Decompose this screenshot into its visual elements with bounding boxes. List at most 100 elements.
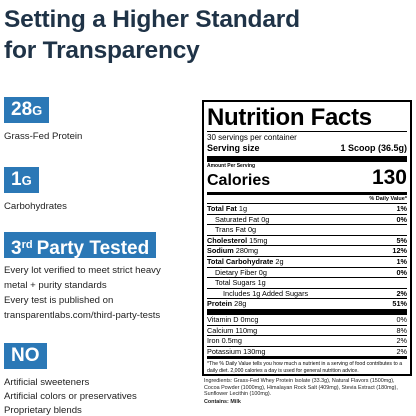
vitamin: Iron 0.5mg — [207, 336, 242, 346]
nutrient: Sodium 280mg — [207, 246, 258, 256]
vitamin-row: Potassium 130mg 2% — [207, 345, 407, 357]
dv-header: % Daily Value* — [207, 192, 407, 203]
nutrient-amount: 0g — [258, 267, 267, 277]
nutrient-row: Dietary Fiber 0g 0% — [207, 266, 407, 278]
badge-text: G — [21, 173, 32, 188]
ingredients: Ingredients: Grass-Fed Whey Protein Isol… — [204, 378, 398, 398]
nutrient-row: Sodium 280mg 12% — [207, 245, 407, 256]
nutrient-row: Total Fat 1g 1% — [207, 203, 407, 214]
serving-size: 1 Scoop (36.5g) — [340, 143, 407, 153]
vitamin: Potassium 130mg — [207, 347, 265, 357]
caption: transparentlabs.com/third-party-tests — [4, 310, 161, 321]
nutrient-amount: 15mg — [249, 235, 268, 245]
nutrient-dv: 2% — [396, 288, 407, 298]
title-line: for Transparency — [4, 37, 200, 64]
title-line: Setting a Higher Standard — [4, 6, 300, 33]
nutrient-amount: 1g — [257, 278, 266, 288]
nutrient-amount: 0g — [261, 214, 270, 224]
nutrient-row: Saturated Fat 0g 0% — [207, 213, 407, 225]
nutrient-row: Total Carbohydrate 2g 1% — [207, 255, 407, 267]
vitamin-amount: 0mcg — [240, 314, 259, 324]
badge-text: 28 — [11, 99, 33, 120]
caption: Proprietary blends — [4, 405, 82, 416]
vitamins: Vitamin D 0mcg 0% Calcium 110mg 8% Iron 0.5m… — [207, 308, 407, 357]
nutrients: Total Fat 1g 1% Saturated Fat 0g 0% Trans Fa… — [207, 203, 407, 309]
badge: 3rd Party Tested — [4, 232, 157, 259]
nutrient-dv: 0% — [396, 214, 407, 224]
nutrient-dv: 5% — [396, 235, 407, 245]
nutrient-amount: 2g — [275, 256, 284, 266]
nutrient: Total Fat 1g — [207, 204, 247, 214]
vitamin: Vitamin D 0mcg — [207, 315, 258, 325]
nutrient: Dietary Fiber 0g — [207, 268, 267, 278]
nutrient-dv: 12% — [392, 246, 407, 256]
badge-text: Party Tested — [36, 238, 150, 259]
nutrient-row: Trans Fat 0g — [207, 224, 407, 235]
caption: metal + purity standards — [4, 280, 107, 291]
nutrient-amount: 28g — [234, 299, 247, 309]
calories-label: Calories — [207, 172, 271, 189]
caption: Every test is published on — [4, 295, 114, 306]
caption: Artificial colors or preservatives — [4, 391, 137, 402]
nutrient: Total Sugars 1g — [207, 278, 266, 288]
ingredients-block: Ingredients: Grass-Fed Whey Protein Isol… — [204, 378, 408, 405]
nutrient-amount: 280mg — [235, 246, 259, 256]
vitamin-row: Vitamin D 0mcg 0% — [207, 315, 407, 325]
caption: Grass-Fed Protein — [4, 131, 83, 142]
vitamin-name: Calcium — [207, 325, 234, 335]
caption: Carbohydrates — [4, 201, 67, 212]
caption: Artificial sweeteners — [4, 377, 90, 388]
nutrient-row: Total Sugars 1g — [207, 277, 407, 288]
vitamin-dv: 0% — [396, 314, 407, 324]
vitamin-amount: 0.5mg — [221, 336, 242, 346]
vitamin-dv: 2% — [396, 346, 407, 356]
title: Setting a Higher Standard for Transparenc… — [4, 4, 300, 66]
calories-row: Calories 130 — [207, 166, 407, 190]
calories: 130 — [371, 166, 407, 189]
nutrient-dv: 1% — [396, 256, 407, 266]
serving-size-row: Serving size 1 Scoop (36.5g) — [207, 143, 407, 154]
servings: 30 servings per container — [207, 131, 407, 143]
nutrient: Protein 28g — [207, 299, 246, 309]
badge-text: NO — [11, 345, 40, 366]
vitamin-row: Calcium 110mg 8% — [207, 324, 407, 336]
nutrient-name: Dietary Fiber — [215, 267, 257, 277]
vitamin-amount: 110mg — [235, 325, 258, 335]
nutrient-name: Sodium — [207, 246, 234, 256]
footnote: *The % Daily Value tells you how much a … — [207, 356, 407, 374]
nutrient-dv: 51% — [392, 299, 407, 309]
nutrient-name: Total Sugars — [215, 278, 256, 288]
nutrient-row: Protein 28g 51% — [207, 298, 407, 309]
vitamin-amount: 130mg — [243, 346, 266, 356]
badge-text: 3 — [11, 238, 22, 259]
nutrient-name: Total Fat — [207, 204, 237, 213]
amount-per-serving: Amount Per Serving — [207, 156, 407, 170]
badge: 28G — [4, 97, 50, 123]
nutrient-row: Includes 1g Added Sugars 2% — [207, 287, 407, 299]
label-title: Nutrition Facts — [207, 104, 372, 131]
vitamin-name: Vitamin D — [207, 314, 239, 324]
badge-text: G — [32, 103, 43, 118]
vitamin-row: Iron 0.5mg 2% — [207, 335, 407, 346]
badge-text: rd — [21, 239, 33, 251]
nutrient-row: Cholesterol 15mg 5% — [207, 234, 407, 246]
nutrient-amount: 0g — [247, 225, 257, 235]
nutrient-amount: 1g — [238, 204, 248, 213]
vitamin: Calcium 110mg — [207, 326, 257, 336]
nutrient-name: Saturated Fat — [215, 214, 260, 224]
nutrient-name: Total Carbohydrate — [207, 256, 274, 266]
caption: Every lot verified to meet strict heavy — [4, 265, 161, 276]
nutrient: Saturated Fat 0g — [207, 215, 269, 225]
badge-text: 1 — [11, 169, 22, 190]
nutrient: Trans Fat 0g — [207, 225, 256, 235]
vitamin-dv: 8% — [396, 325, 407, 335]
nutrient-name: Trans Fat — [215, 225, 246, 235]
contains: Contains: Milk — [204, 398, 241, 405]
nutrient-dv: 0% — [396, 267, 407, 277]
vitamin-name: Iron — [207, 336, 220, 346]
nutrient-name: Cholesterol — [207, 235, 248, 245]
vitamin-dv: 2% — [396, 336, 407, 346]
badge: NO — [4, 343, 47, 369]
nutrient-dv: 1% — [396, 204, 407, 213]
